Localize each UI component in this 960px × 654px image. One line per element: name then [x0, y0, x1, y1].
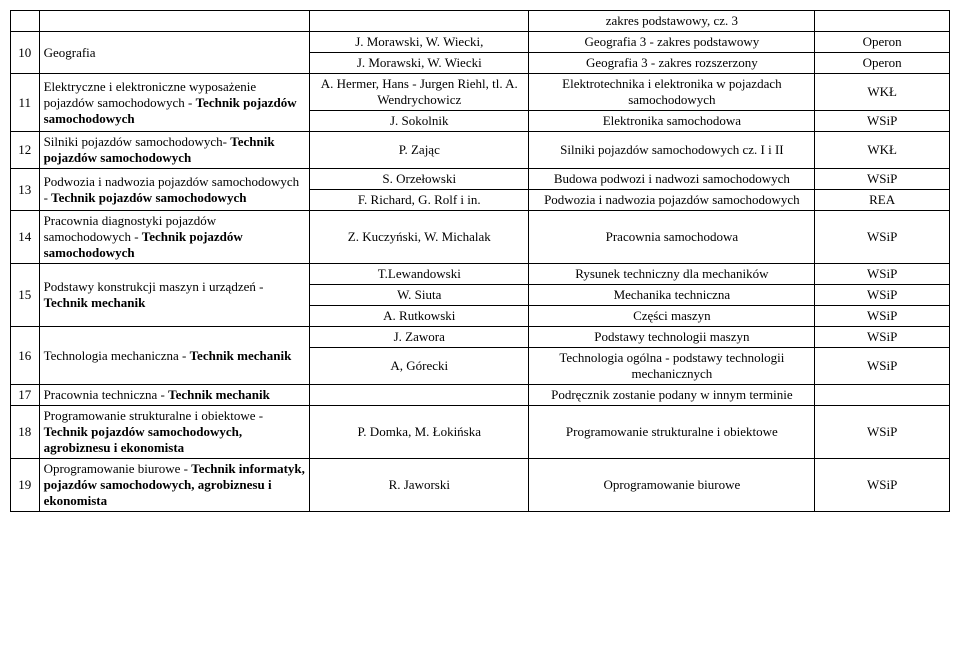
- cell-author: [310, 11, 529, 32]
- textbook-table: zakres podstawowy, cz. 3 10 Geografia J.…: [10, 10, 950, 512]
- subject-text: Podstawy konstrukcji maszyn i urządzeń -: [44, 279, 264, 294]
- cell-title: Rysunek techniczny dla mechaników: [529, 264, 815, 285]
- cell-author: Z. Kuczyński, W. Michalak: [310, 211, 529, 264]
- cell-publisher: WKŁ: [815, 132, 950, 169]
- cell-num: 18: [11, 406, 40, 459]
- cell-author: T.Lewandowski: [310, 264, 529, 285]
- cell-num: 17: [11, 385, 40, 406]
- cell-num: 13: [11, 169, 40, 211]
- cell-publisher: WSiP: [815, 285, 950, 306]
- cell-author: J. Sokolnik: [310, 111, 529, 132]
- subject-bold: Technik pojazdów samochodowych: [51, 190, 246, 205]
- subject-text: Technologia mechaniczna -: [44, 348, 190, 363]
- cell-publisher: Operon: [815, 32, 950, 53]
- cell-num: 19: [11, 459, 40, 512]
- cell-author: R. Jaworski: [310, 459, 529, 512]
- cell-title: Programowanie strukturalne i obiektowe: [529, 406, 815, 459]
- cell-title: Mechanika techniczna: [529, 285, 815, 306]
- cell-title: Elektrotechnika i elektronika w pojazdac…: [529, 74, 815, 111]
- cell-num: 10: [11, 32, 40, 74]
- cell-num: [11, 11, 40, 32]
- cell-title: zakres podstawowy, cz. 3: [529, 11, 815, 32]
- cell-title: Budowa podwozi i nadwozi samochodowych: [529, 169, 815, 190]
- cell-publisher: WSiP: [815, 406, 950, 459]
- table-row: 19 Oprogramowanie biurowe - Technik info…: [11, 459, 950, 512]
- cell-subject: Silniki pojazdów samochodowych- Technik …: [39, 132, 309, 169]
- cell-author: [310, 385, 529, 406]
- table-row: 13 Podwozia i nadwozia pojazdów samochod…: [11, 169, 950, 190]
- subject-bold: Technik mechanik: [44, 295, 146, 310]
- table-row: zakres podstawowy, cz. 3: [11, 11, 950, 32]
- cell-subject: Technologia mechaniczna - Technik mechan…: [39, 327, 309, 385]
- table-row: 10 Geografia J. Morawski, W. Wiecki, Geo…: [11, 32, 950, 53]
- cell-publisher: [815, 11, 950, 32]
- cell-title: Geografia 3 - zakres podstawowy: [529, 32, 815, 53]
- subject-text: Oprogramowanie biurowe -: [44, 461, 192, 476]
- subject-text: Programowanie strukturalne i obiektowe -: [44, 408, 264, 423]
- table-row: 16 Technologia mechaniczna - Technik mec…: [11, 327, 950, 348]
- cell-author: W. Siuta: [310, 285, 529, 306]
- cell-title: Geografia 3 - zakres rozszerzony: [529, 53, 815, 74]
- cell-author: P. Domka, M. Łokińska: [310, 406, 529, 459]
- cell-author: A. Hermer, Hans - Jurgen Riehl, tl. A. W…: [310, 74, 529, 111]
- cell-title: Elektronika samochodowa: [529, 111, 815, 132]
- cell-publisher: WSiP: [815, 306, 950, 327]
- cell-num: 12: [11, 132, 40, 169]
- cell-author: A. Rutkowski: [310, 306, 529, 327]
- table-row: 12 Silniki pojazdów samochodowych- Techn…: [11, 132, 950, 169]
- cell-subject: Geografia: [39, 32, 309, 74]
- cell-subject: Podstawy konstrukcji maszyn i urządzeń -…: [39, 264, 309, 327]
- subject-bold: Technik mechanik: [190, 348, 292, 363]
- table-row: 14 Pracownia diagnostyki pojazdów samoch…: [11, 211, 950, 264]
- cell-publisher: WSiP: [815, 169, 950, 190]
- cell-num: 11: [11, 74, 40, 132]
- table-row: 18 Programowanie strukturalne i obiektow…: [11, 406, 950, 459]
- cell-subject: Podwozia i nadwozia pojazdów samochodowy…: [39, 169, 309, 211]
- cell-subject: Elektryczne i elektroniczne wyposażenie …: [39, 74, 309, 132]
- cell-author: F. Richard, G. Rolf i in.: [310, 190, 529, 211]
- cell-author: A, Górecki: [310, 348, 529, 385]
- subject-bold: Technik mechanik: [168, 387, 270, 402]
- cell-subject: Pracownia techniczna - Technik mechanik: [39, 385, 309, 406]
- subject-text: Pracownia techniczna -: [44, 387, 169, 402]
- cell-author: J. Morawski, W. Wiecki: [310, 53, 529, 74]
- cell-author: J. Zawora: [310, 327, 529, 348]
- cell-num: 14: [11, 211, 40, 264]
- cell-title: Podwozia i nadwozia pojazdów samochodowy…: [529, 190, 815, 211]
- cell-author: S. Orzełowski: [310, 169, 529, 190]
- cell-num: 16: [11, 327, 40, 385]
- cell-title: Technologia ogólna - podstawy technologi…: [529, 348, 815, 385]
- table-row: 11 Elektryczne i elektroniczne wyposażen…: [11, 74, 950, 111]
- cell-publisher: WSiP: [815, 264, 950, 285]
- cell-subject: Programowanie strukturalne i obiektowe -…: [39, 406, 309, 459]
- cell-publisher: WSiP: [815, 459, 950, 512]
- cell-num: 15: [11, 264, 40, 327]
- cell-title: Podstawy technologii maszyn: [529, 327, 815, 348]
- table-row: 17 Pracownia techniczna - Technik mechan…: [11, 385, 950, 406]
- cell-title: Pracownia samochodowa: [529, 211, 815, 264]
- subject-text: Silniki pojazdów samochodowych-: [44, 134, 231, 149]
- cell-author: P. Zając: [310, 132, 529, 169]
- cell-publisher: WSiP: [815, 327, 950, 348]
- subject-bold: Technik pojazdów samochodowych, agrobizn…: [44, 424, 243, 455]
- cell-publisher: WKŁ: [815, 74, 950, 111]
- cell-publisher: [815, 385, 950, 406]
- cell-publisher: REA: [815, 190, 950, 211]
- cell-author: J. Morawski, W. Wiecki,: [310, 32, 529, 53]
- cell-title: Oprogramowanie biurowe: [529, 459, 815, 512]
- cell-subject: [39, 11, 309, 32]
- cell-title: Podręcznik zostanie podany w innym termi…: [529, 385, 815, 406]
- cell-publisher: WSiP: [815, 211, 950, 264]
- cell-title: Silniki pojazdów samochodowych cz. I i I…: [529, 132, 815, 169]
- cell-publisher: Operon: [815, 53, 950, 74]
- cell-title: Części maszyn: [529, 306, 815, 327]
- cell-publisher: WSiP: [815, 111, 950, 132]
- cell-publisher: WSiP: [815, 348, 950, 385]
- cell-subject: Oprogramowanie biurowe - Technik informa…: [39, 459, 309, 512]
- table-row: 15 Podstawy konstrukcji maszyn i urządze…: [11, 264, 950, 285]
- cell-subject: Pracownia diagnostyki pojazdów samochodo…: [39, 211, 309, 264]
